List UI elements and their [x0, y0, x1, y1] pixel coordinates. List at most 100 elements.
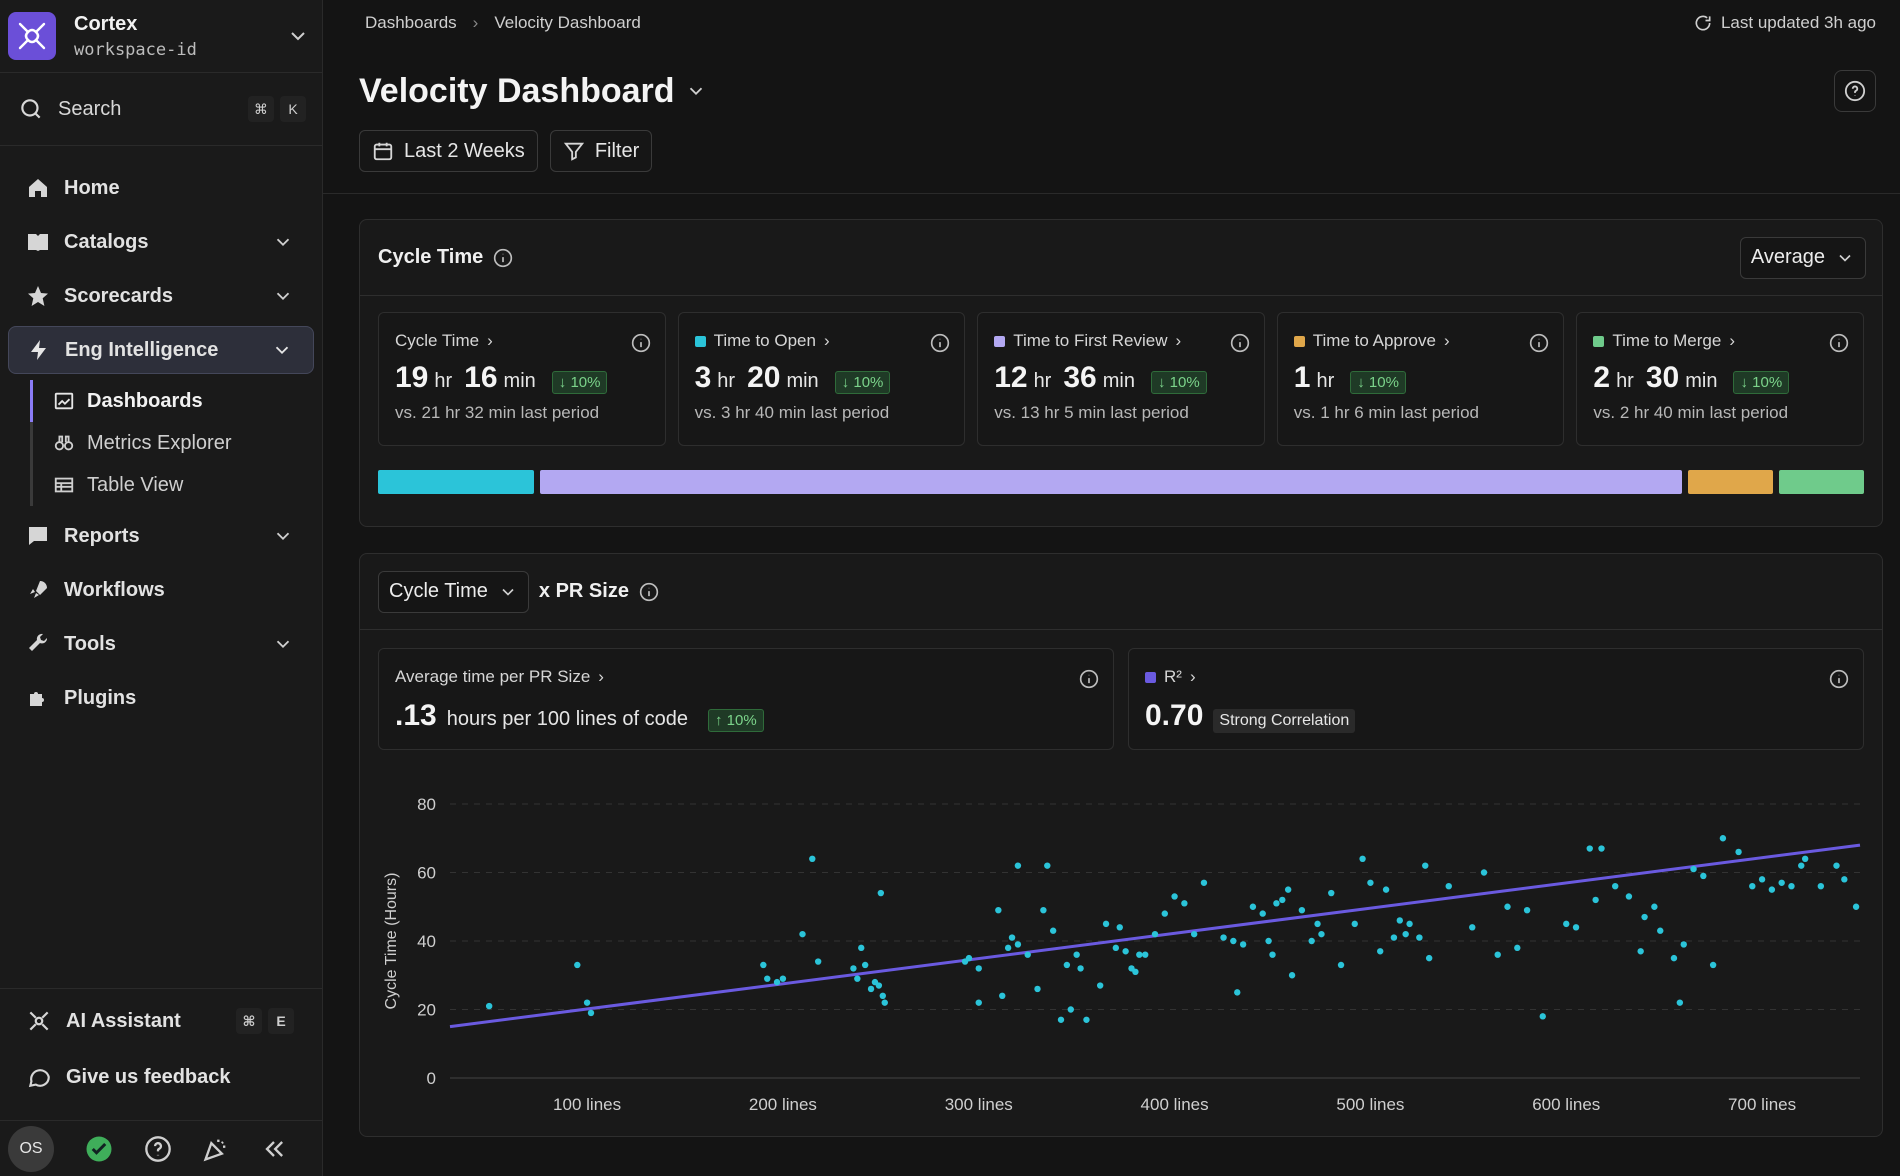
shortcut-key-e: E: [268, 1008, 294, 1034]
scatter-point: [1749, 883, 1756, 890]
metric-card[interactable]: Time to First Review › 12 hr 36 min ↓ 10% vs. 1…: [977, 312, 1265, 446]
metric-card[interactable]: Time to Open › 3 hr 20 min ↓ 10% vs. 3 hr 40 mi…: [677, 312, 966, 446]
binoculars-icon: [54, 435, 74, 451]
breakdown-segment[interactable]: [1687, 470, 1773, 494]
scatter-point: [1083, 1016, 1090, 1023]
puzzle-icon: [30, 692, 44, 706]
scatter-point: [1572, 924, 1580, 931]
scatter-point: [1073, 951, 1080, 958]
metric-value: 19: [395, 361, 429, 394]
metric-card[interactable]: Time to Merge › 2 hr 30 min ↓ 10% vs. 2 hr 40 m…: [1576, 312, 1864, 446]
info-icon[interactable]: [631, 333, 651, 353]
scatter-point: [1044, 862, 1051, 869]
nav-item-home[interactable]: Home: [8, 164, 314, 212]
chevron-down-icon: [275, 346, 289, 355]
nav-item-workflows[interactable]: Workflows: [8, 566, 314, 614]
book-icon: [28, 234, 48, 251]
metric-card[interactable]: Time to Approve › 1 hr ↓ 10% vs. 1 hr 6 min l…: [1276, 312, 1565, 446]
metric-select[interactable]: Cycle Time: [378, 570, 529, 613]
breakdown-segment[interactable]: [539, 470, 1682, 494]
y-tick-label: 80: [417, 795, 436, 814]
info-icon[interactable]: [1079, 669, 1099, 689]
scatter-point: [975, 965, 982, 972]
feedback-label: Give us feedback: [66, 1065, 231, 1088]
r-squared-card[interactable]: R² › 0.70 Strong Correlation: [1128, 648, 1864, 750]
scatter-point: [1680, 941, 1687, 948]
filter-button[interactable]: Filter: [549, 130, 653, 172]
scatter-point: [1801, 855, 1809, 862]
pr-size-card: Cycle Time x PR Size Average time per PR…: [359, 553, 1883, 1137]
metric-unit: hr: [1316, 370, 1335, 392]
nav-label-workflows: Workflows: [64, 578, 165, 601]
y-tick-label: 20: [417, 1001, 436, 1020]
info-icon[interactable]: [1829, 669, 1849, 689]
info-icon[interactable]: [930, 333, 950, 353]
nav-item-metrics-explorer[interactable]: Metrics Explorer: [33, 422, 322, 464]
info-icon[interactable]: [1230, 333, 1250, 353]
info-icon[interactable]: [1829, 333, 1849, 353]
nav-item-dashboards[interactable]: Dashboards: [30, 380, 322, 422]
scatter-point: [1151, 930, 1159, 938]
y-tick-label: 60: [417, 864, 436, 883]
scatter-point: [773, 978, 781, 986]
nav-item-tools[interactable]: Tools: [8, 620, 314, 668]
breakdown-segment[interactable]: [1778, 470, 1865, 494]
last-updated[interactable]: Last updated 3h ago: [1693, 13, 1876, 33]
workspace-switcher[interactable]: Cortex workspace-id: [0, 0, 322, 73]
scatter-point: [485, 1002, 493, 1010]
metric-previous: vs. 3 hr 40 min last period: [694, 403, 890, 422]
nav-item-catalogs[interactable]: Catalogs: [8, 218, 314, 266]
scatter-point: [1504, 903, 1511, 910]
scatter-point: [858, 944, 865, 952]
info-icon[interactable]: [639, 582, 659, 602]
scatter-point: [1735, 848, 1742, 856]
nav-item-scorecards[interactable]: Scorecards: [8, 272, 314, 320]
date-range-button[interactable]: Last 2 Weeks: [359, 130, 538, 172]
party-popper-icon[interactable]: [202, 1135, 230, 1163]
metric-card[interactable]: Cycle Time › 19 hr 16 min ↓ 10% vs. 21 hr 32 mi…: [378, 312, 666, 446]
scatter-point: [1396, 917, 1403, 924]
help-button[interactable]: [1834, 70, 1876, 112]
nav-label-dashboards: Dashboards: [87, 389, 203, 412]
scatter-point: [1057, 1016, 1065, 1023]
scatter-point: [1592, 896, 1599, 904]
scatter-point: [1024, 951, 1031, 958]
scatter-point: [1040, 906, 1047, 914]
series-swatch: [994, 335, 1006, 347]
nav-item-plugins[interactable]: Plugins: [8, 674, 314, 722]
scatter-point: [583, 999, 591, 1006]
metric-value: 16: [464, 361, 498, 394]
avg-time-per-pr-card[interactable]: Average time per PR Size › .13 hours per…: [378, 648, 1114, 750]
scatter-point: [1670, 954, 1678, 962]
nav-item-reports[interactable]: Reports: [8, 512, 314, 560]
table-icon: [54, 477, 74, 493]
y-tick-label: 0: [427, 1069, 436, 1088]
nav-item-eng-intelligence[interactable]: Eng Intelligence: [8, 326, 314, 374]
scatter-point: [1709, 961, 1717, 969]
ai-assistant-icon: [29, 1011, 49, 1031]
status-ok-icon[interactable]: [84, 1134, 114, 1164]
breakdown-segment[interactable]: [378, 470, 534, 494]
chart-icon: [29, 527, 47, 545]
aggregation-select[interactable]: Average: [1739, 236, 1866, 279]
info-icon[interactable]: [1529, 333, 1549, 353]
help-icon[interactable]: [144, 1135, 172, 1163]
avatar[interactable]: OS: [8, 1125, 54, 1172]
info-icon[interactable]: [493, 248, 513, 268]
scatter-point: [1367, 879, 1374, 886]
breadcrumb-dashboards[interactable]: Dashboards: [365, 13, 457, 32]
r-squared-label: R²: [1164, 667, 1182, 686]
avg-time-delta: ↑ 10%: [708, 709, 764, 732]
help-icon: [1844, 80, 1866, 102]
scatter-point: [1406, 920, 1413, 928]
ai-assistant-button[interactable]: AI Assistant ⌘ E: [8, 997, 314, 1045]
collapse-sidebar-icon[interactable]: [260, 1135, 288, 1163]
nav-item-table-view[interactable]: Table View: [33, 464, 322, 506]
chevron-down-icon[interactable]: [685, 80, 707, 102]
feedback-button[interactable]: Give us feedback: [8, 1053, 314, 1101]
lightning-icon: [31, 340, 46, 360]
scatter-point: [760, 961, 767, 969]
scatter-point: [1102, 920, 1110, 928]
search-button[interactable]: Search ⌘ K: [0, 73, 322, 146]
scatter-point: [879, 992, 886, 999]
